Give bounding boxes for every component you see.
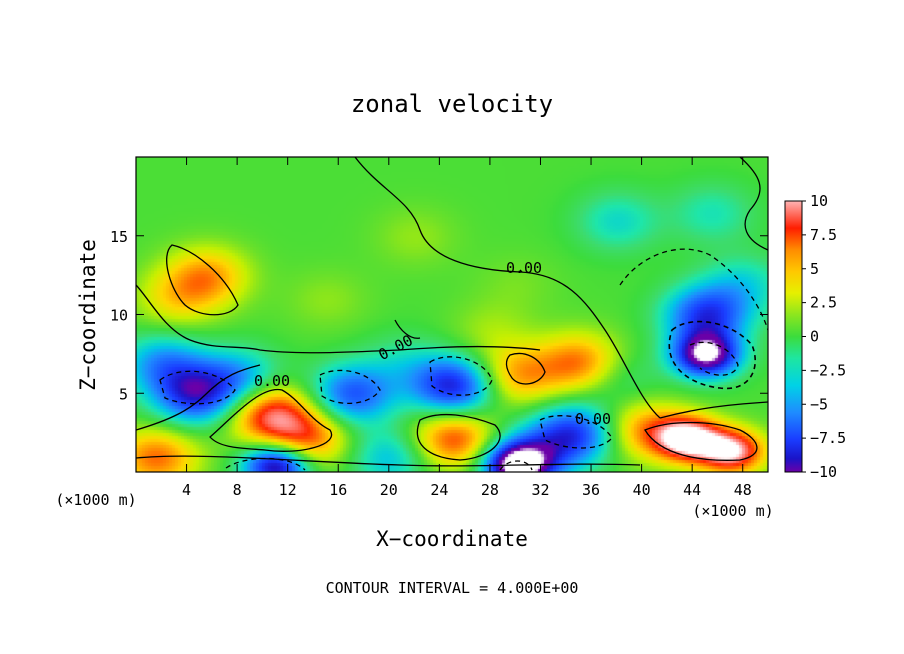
colorbar-tick-label: 10 — [810, 192, 828, 210]
colorbar-gradient — [784, 200, 803, 473]
contour-interval-footer: CONTOUR INTERVAL = 4.000E+00 — [326, 579, 579, 597]
x-unit-left: (×1000 m) — [55, 491, 136, 509]
contour-label: 0.00 — [506, 259, 542, 277]
x-tick-label: 4 — [182, 481, 191, 499]
colorbar-tick-label: 2.5 — [810, 294, 837, 312]
x-axis-label: X−coordinate — [376, 527, 528, 551]
colorbar-ticks: 10 7.5 5 2.5 0 −2.5 −5 −7.5 −10 — [802, 192, 846, 481]
y-tick-label: 15 — [110, 228, 128, 246]
colorbar-tick-label: −2.5 — [810, 361, 846, 379]
x-tick-label: 32 — [531, 481, 549, 499]
y-tick-label: 5 — [119, 385, 128, 403]
x-tick-label: 40 — [633, 481, 651, 499]
colorbar-tick-label: 5 — [810, 260, 819, 278]
x-tick-label: 36 — [582, 481, 600, 499]
x-tick-label: 12 — [279, 481, 297, 499]
colorbar-tick-label: 0 — [810, 328, 819, 346]
x-tick-label: 24 — [430, 481, 448, 499]
colorbar-tick-label: −7.5 — [810, 429, 846, 447]
contour-label: 0.00 — [575, 410, 611, 428]
colorbar-tick-label: −10 — [810, 463, 837, 481]
x-tick-label: 48 — [734, 481, 752, 499]
colorbar-tick-label: −5 — [810, 395, 828, 413]
chart-title: zonal velocity — [351, 90, 553, 118]
x-tick-label: 16 — [329, 481, 347, 499]
velocity-field — [136, 157, 768, 472]
contour-lines — [136, 157, 768, 471]
x-unit-right: (×1000 m) — [692, 502, 773, 520]
x-axis: 4 8 12 16 20 24 28 32 36 40 44 48 — [182, 157, 752, 499]
x-tick-label: 20 — [380, 481, 398, 499]
y-tick-label: 10 — [110, 307, 128, 325]
y-axis: 5 10 15 — [110, 228, 768, 403]
y-axis-label: Z−coordinate — [76, 239, 100, 391]
x-tick-label: 44 — [683, 481, 701, 499]
x-tick-label: 28 — [481, 481, 499, 499]
colorbar: 10 7.5 5 2.5 0 −2.5 −5 −7.5 −10 — [784, 192, 846, 481]
contour-label: 0.00 — [254, 372, 290, 390]
x-tick-label: 8 — [233, 481, 242, 499]
colorbar-tick-label: 7.5 — [810, 226, 837, 244]
